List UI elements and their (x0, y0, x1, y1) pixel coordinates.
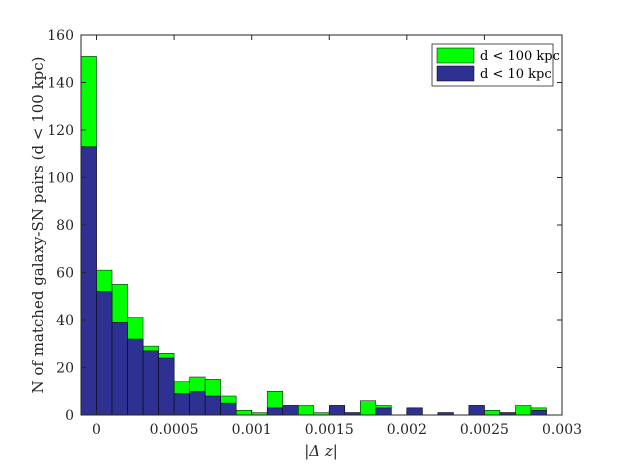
series-10kpc-bars (80, 146, 547, 416)
bar-100kpc-bin-18 (360, 400, 377, 416)
bar-10kpc-bin-8 (204, 395, 221, 416)
bar-10kpc-bin-2 (111, 322, 128, 416)
bar-10kpc-bin-12 (266, 407, 283, 416)
bar-10kpc-bin-6 (173, 393, 190, 416)
x-tick-label: 0 (92, 422, 101, 438)
x-axis-label: |Δ z| (304, 442, 338, 460)
y-axis-ticks: 0 20 40 60 80 100 120 140 160 (47, 28, 562, 424)
plot-background (81, 35, 562, 415)
legend-swatch-10kpc (436, 65, 475, 82)
bar-10kpc-bin-21 (406, 407, 423, 416)
bar-100kpc-bin-14 (297, 405, 314, 416)
legend: d < 100 kpc d < 10 kpc (431, 43, 560, 87)
x-tick-label: 0.001 (232, 422, 272, 438)
bar-10kpc-bin-3 (127, 338, 144, 416)
y-tick-label: 60 (56, 266, 74, 282)
bar-10kpc-bin-13 (282, 405, 299, 416)
legend-label-100kpc: d < 100 kpc (480, 49, 560, 64)
bar-10kpc-bin-29 (530, 410, 547, 416)
y-tick-label: 40 (56, 313, 74, 329)
x-tick-label: 0.0015 (305, 422, 354, 438)
x-axis-ticks: 0 0.0005 0.001 0.0015 0.002 0.0025 0.003 (92, 35, 582, 438)
y-tick-label: 100 (47, 171, 74, 187)
bar-100kpc-bin-28 (515, 405, 532, 416)
y-tick-label: 0 (65, 408, 74, 424)
bar-10kpc-bin-5 (158, 357, 175, 416)
legend-label-10kpc: d < 10 kpc (480, 67, 552, 82)
y-tick-label: 120 (47, 123, 74, 139)
x-tick-label: 0.0025 (460, 422, 509, 438)
bar-100kpc-bin-10 (235, 410, 252, 416)
bar-10kpc-bin-1 (96, 291, 113, 416)
y-tick-label: 140 (47, 76, 74, 92)
y-tick-label: 160 (47, 28, 74, 44)
bar-10kpc-bin-4 (142, 350, 159, 416)
bar-10kpc-bin-0 (80, 146, 97, 416)
y-axis-label: N of matched galaxy-SN pairs (d < 100 kp… (29, 56, 47, 393)
legend-swatch-100kpc (436, 47, 475, 64)
bar-10kpc-bin-9 (220, 402, 237, 416)
x-tick-label: 0.0005 (150, 422, 199, 438)
bar-10kpc-bin-16 (329, 405, 346, 416)
x-tick-label: 0.003 (542, 422, 582, 438)
y-tick-label: 80 (56, 218, 74, 234)
y-tick-label: 20 (56, 361, 74, 377)
bar-10kpc-bin-25 (468, 405, 485, 416)
bar-10kpc-bin-7 (189, 391, 206, 416)
bar-10kpc-bin-19 (375, 407, 392, 416)
bar-100kpc-bin-26 (484, 410, 501, 416)
x-tick-label: 0.002 (387, 422, 427, 438)
